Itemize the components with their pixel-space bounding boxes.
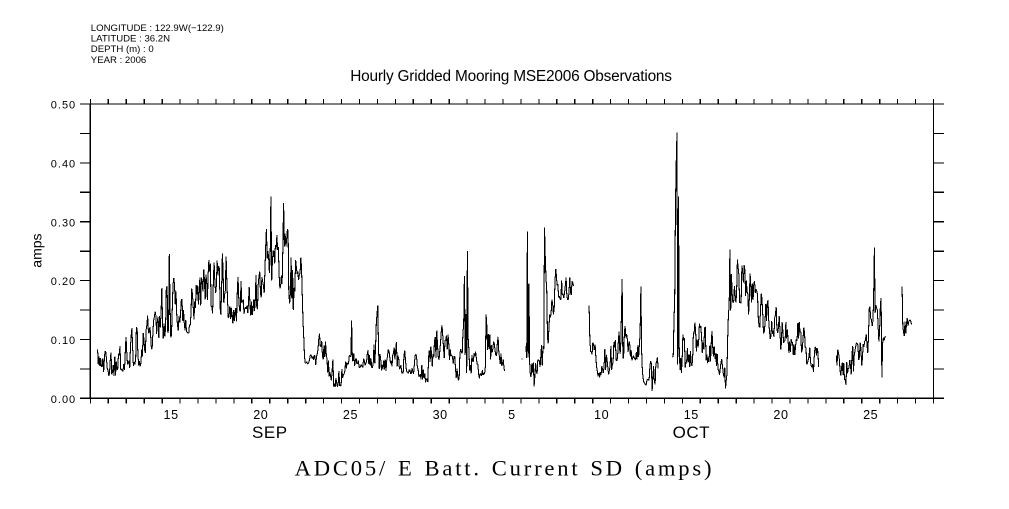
svg-text:10: 10 bbox=[594, 408, 609, 422]
svg-text:20: 20 bbox=[253, 408, 268, 422]
svg-text:amps: amps bbox=[29, 233, 45, 267]
svg-text:0.40: 0.40 bbox=[51, 159, 76, 171]
svg-text:ADC05/ E Batt. Current SD (amp: ADC05/ E Batt. Current SD (amps) bbox=[295, 456, 715, 481]
svg-text:LATITUDE : 36.2N: LATITUDE : 36.2N bbox=[91, 34, 170, 45]
svg-text:25: 25 bbox=[863, 408, 878, 422]
svg-text:0.10: 0.10 bbox=[51, 335, 76, 347]
svg-text:15: 15 bbox=[684, 408, 699, 422]
svg-text:DEPTH (m) : 0: DEPTH (m) : 0 bbox=[91, 44, 154, 55]
svg-text:0.50: 0.50 bbox=[51, 100, 76, 112]
svg-text:Hourly Gridded Mooring MSE2006: Hourly Gridded Mooring MSE2006 Observati… bbox=[350, 68, 672, 85]
svg-text:0.00: 0.00 bbox=[51, 394, 76, 406]
svg-text:0.30: 0.30 bbox=[51, 217, 76, 229]
svg-text:0.20: 0.20 bbox=[51, 276, 76, 288]
svg-text:20: 20 bbox=[773, 408, 788, 422]
svg-text:LONGITUDE : 122.9W(−122.9): LONGITUDE : 122.9W(−122.9) bbox=[91, 23, 224, 34]
svg-text:15: 15 bbox=[163, 408, 178, 422]
svg-text:30: 30 bbox=[433, 408, 448, 422]
svg-text:YEAR : 2006: YEAR : 2006 bbox=[91, 55, 146, 66]
svg-text:25: 25 bbox=[343, 408, 358, 422]
svg-text:5: 5 bbox=[508, 408, 516, 422]
svg-text:OCT: OCT bbox=[673, 423, 710, 442]
svg-text:SEP: SEP bbox=[252, 423, 288, 442]
